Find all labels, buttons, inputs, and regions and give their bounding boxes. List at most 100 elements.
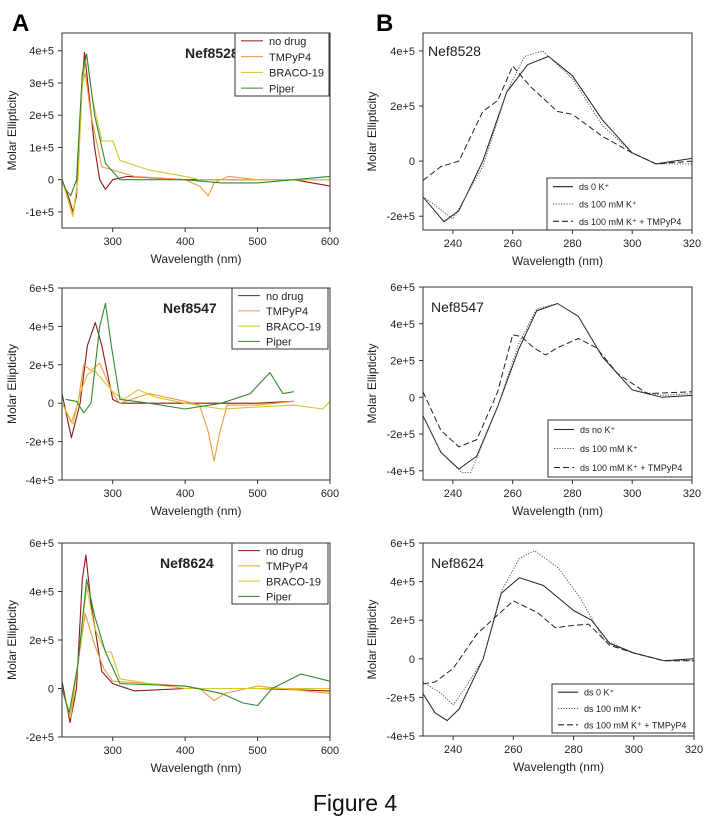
legend-label: ds no K⁺ <box>580 425 616 435</box>
x-axis-label: Wavelength (nm) <box>151 504 242 518</box>
series-line-ds-100-mm-k-tmpyp4 <box>423 65 692 181</box>
x-tick-label: 500 <box>248 488 266 500</box>
y-tick-label: 0 <box>409 654 415 666</box>
x-tick-label: 260 <box>503 238 521 250</box>
chart-title: Nef8528 <box>185 45 239 61</box>
y-tick-label: 0 <box>48 684 54 696</box>
x-axis-label: Wavelength (nm) <box>151 761 242 775</box>
legend-label: ds 100 mM K⁺ + TMPyP4 <box>584 720 686 730</box>
x-tick-label: 240 <box>444 744 462 756</box>
chart-panel-2: 240 260 280 300 320 -2e+5 0 2e+5 4e+5 Wavelength … <box>365 32 701 268</box>
y-axis-label: Molar Ellipticity <box>365 599 379 679</box>
series-line-ds-100-mm-k- <box>423 550 694 706</box>
y-tick-label: 6e+5 <box>29 283 54 295</box>
legend-label: BRACO-19 <box>266 321 321 333</box>
x-tick-label: 260 <box>503 488 521 500</box>
y-tick-label: -2e+5 <box>387 692 415 704</box>
x-tick-label: 280 <box>564 744 582 756</box>
series-line-no-drug <box>62 322 294 439</box>
x-tick-label: 320 <box>685 744 703 756</box>
y-tick-label: 4e+5 <box>29 321 54 333</box>
legend-label: BRACO-19 <box>269 68 324 80</box>
x-tick-label: 500 <box>248 236 266 248</box>
x-tick-label: 400 <box>176 236 194 248</box>
x-tick-label: 300 <box>623 238 641 250</box>
legend: no drug TMPyP4 BRACO-19 Piper <box>231 287 329 350</box>
legend-label: Piper <box>269 83 295 95</box>
x-tick-label: 300 <box>104 488 122 500</box>
x-tick-label: 240 <box>444 488 462 500</box>
plot-frame <box>61 287 331 481</box>
series-line-ds-100-mm-k-tmpyp4 <box>423 334 692 448</box>
y-axis-label: Molar Ellipticity <box>5 90 19 170</box>
y-axis-label: Molar Ellipticity <box>5 344 19 424</box>
y-tick-label: 2e+5 <box>390 615 415 627</box>
legend-label: BRACO-19 <box>266 576 321 588</box>
y-tick-label: 4e+5 <box>390 577 415 589</box>
series-line-braco-19 <box>62 586 330 719</box>
figure-caption: Figure 4 <box>312 790 398 816</box>
y-tick-label: 2e+5 <box>29 110 54 122</box>
y-tick-label: 3e+5 <box>29 78 54 90</box>
y-tick-label: 1e+5 <box>29 142 54 154</box>
y-axis-label: Molar Ellipticity <box>5 600 19 680</box>
chart-title: Nef8528 <box>428 43 481 59</box>
y-tick-label: 2e+5 <box>29 635 54 647</box>
chart-panel-6: 240 260 280 300 320 -4e+5 -2e+5 0 2e+5 4e+5 6e+5 Wa… <box>365 538 703 774</box>
x-tick-label: 240 <box>444 238 462 250</box>
legend-label: no drug <box>266 291 303 303</box>
chart-title: Nef8547 <box>163 300 217 316</box>
y-tick-label: -2e+5 <box>26 732 54 744</box>
chart-title: Nef8624 <box>160 555 214 571</box>
series-line-tmpyp4 <box>62 612 330 719</box>
legend-label: TMPyP4 <box>266 561 308 573</box>
legend-label: ds 100 mM K⁺ + TMPyP4 <box>579 217 681 227</box>
y-tick-label: 4e+5 <box>29 46 54 58</box>
chart-panel-4: 240 260 280 300 320 -4e+5 -2e+5 0 2e+5 4e+5 6e+5 Wa… <box>365 282 701 518</box>
plot-frame <box>422 542 695 737</box>
series-line-braco-19 <box>62 370 330 425</box>
legend-label: ds 100 mM K⁺ <box>584 704 642 714</box>
legend: ds 0 K⁺ ds 100 mM K⁺ ds 100 mM K⁺ + TMPyP4 <box>551 683 695 734</box>
chart-panel-3: 300 400 500 600 -4e+5 -2e+5 0 2e+5 4e+5 6e+5 Wavel… <box>5 283 339 518</box>
legend-label: no drug <box>269 36 306 48</box>
legend: no drug TMPyP4 BRACO-19 Piper <box>231 542 329 605</box>
x-tick-label: 600 <box>321 236 339 248</box>
x-tick-label: 400 <box>176 488 194 500</box>
y-tick-label: -4e+5 <box>26 475 54 487</box>
y-tick-label: 0 <box>409 392 415 404</box>
legend-label: ds 0 K⁺ <box>579 182 610 192</box>
y-tick-label: 6e+5 <box>29 538 54 550</box>
y-tick-label: 4e+5 <box>390 319 415 331</box>
y-tick-label: 4e+5 <box>390 46 415 58</box>
y-tick-label: -2e+5 <box>387 211 415 223</box>
legend-box <box>231 542 329 605</box>
x-tick-label: 260 <box>504 744 522 756</box>
y-axis-label: Molar Ellipticity <box>365 343 379 423</box>
y-tick-label: 6e+5 <box>390 282 415 294</box>
plot-frame <box>422 286 693 481</box>
x-tick-label: 280 <box>563 238 581 250</box>
y-tick-label: 2e+5 <box>390 101 415 113</box>
legend: no drug TMPyP4 BRACO-19 Piper <box>234 32 330 97</box>
series-line-ds-100-mm-k-tmpyp4 <box>423 600 694 685</box>
legend: ds no K⁺ ds 100 mM K⁺ ds 100 mM K⁺ + TMPyP… <box>547 419 693 478</box>
legend-label: ds 0 K⁺ <box>584 688 615 698</box>
series-line-ds-no-k- <box>423 303 692 470</box>
legend-label: TMPyP4 <box>269 52 311 64</box>
x-tick-label: 600 <box>321 745 339 757</box>
chart-title: Nef8547 <box>431 299 484 315</box>
x-tick-label: 300 <box>104 745 122 757</box>
y-tick-label: -1e+5 <box>26 207 54 219</box>
x-tick-label: 400 <box>176 745 194 757</box>
plot-frame <box>61 32 331 229</box>
y-tick-label: 2e+5 <box>29 360 54 372</box>
y-tick-label: -2e+5 <box>26 437 54 449</box>
x-tick-label: 300 <box>625 744 643 756</box>
x-tick-label: 320 <box>683 488 701 500</box>
series-line-braco-19 <box>62 53 330 218</box>
legend-label: Piper <box>266 592 292 604</box>
y-tick-label: 4e+5 <box>29 587 54 599</box>
legend-label: Piper <box>266 337 292 349</box>
